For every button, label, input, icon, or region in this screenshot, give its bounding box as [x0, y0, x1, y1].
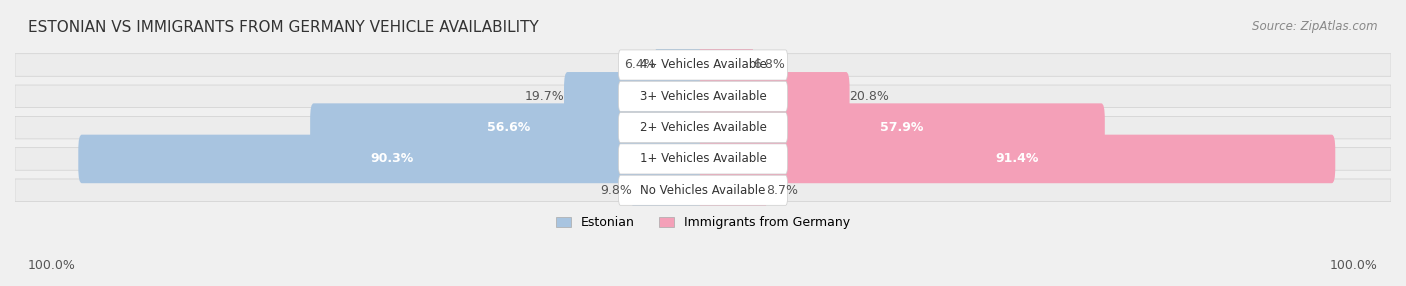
FancyBboxPatch shape — [655, 41, 706, 89]
Text: 91.4%: 91.4% — [995, 152, 1039, 165]
FancyBboxPatch shape — [619, 144, 787, 174]
Legend: Estonian, Immigrants from Germany: Estonian, Immigrants from Germany — [551, 211, 855, 234]
FancyBboxPatch shape — [700, 103, 1105, 152]
Text: 100.0%: 100.0% — [1330, 259, 1378, 272]
Text: 3+ Vehicles Available: 3+ Vehicles Available — [640, 90, 766, 103]
FancyBboxPatch shape — [79, 135, 706, 183]
FancyBboxPatch shape — [700, 166, 766, 214]
FancyBboxPatch shape — [619, 113, 787, 143]
Text: 100.0%: 100.0% — [28, 259, 76, 272]
Text: 4+ Vehicles Available: 4+ Vehicles Available — [640, 58, 766, 72]
FancyBboxPatch shape — [700, 41, 754, 89]
Text: ESTONIAN VS IMMIGRANTS FROM GERMANY VEHICLE AVAILABILITY: ESTONIAN VS IMMIGRANTS FROM GERMANY VEHI… — [28, 20, 538, 35]
Text: 9.8%: 9.8% — [600, 184, 633, 197]
Text: No Vehicles Available: No Vehicles Available — [640, 184, 766, 197]
Text: 8.7%: 8.7% — [766, 184, 799, 197]
Text: 1+ Vehicles Available: 1+ Vehicles Available — [640, 152, 766, 165]
Text: 6.4%: 6.4% — [624, 58, 655, 72]
Text: 90.3%: 90.3% — [371, 152, 413, 165]
FancyBboxPatch shape — [311, 103, 706, 152]
FancyBboxPatch shape — [700, 72, 849, 121]
Text: 6.8%: 6.8% — [754, 58, 785, 72]
FancyBboxPatch shape — [619, 81, 787, 111]
Text: Source: ZipAtlas.com: Source: ZipAtlas.com — [1253, 20, 1378, 33]
FancyBboxPatch shape — [700, 135, 1336, 183]
FancyBboxPatch shape — [15, 116, 1391, 139]
Text: 20.8%: 20.8% — [849, 90, 890, 103]
Text: 19.7%: 19.7% — [524, 90, 564, 103]
FancyBboxPatch shape — [633, 166, 706, 214]
Text: 57.9%: 57.9% — [880, 121, 924, 134]
FancyBboxPatch shape — [619, 175, 787, 205]
FancyBboxPatch shape — [619, 50, 787, 80]
FancyBboxPatch shape — [15, 148, 1391, 170]
Text: 2+ Vehicles Available: 2+ Vehicles Available — [640, 121, 766, 134]
FancyBboxPatch shape — [15, 179, 1391, 202]
FancyBboxPatch shape — [15, 54, 1391, 76]
Text: 56.6%: 56.6% — [486, 121, 530, 134]
FancyBboxPatch shape — [15, 85, 1391, 108]
FancyBboxPatch shape — [564, 72, 706, 121]
